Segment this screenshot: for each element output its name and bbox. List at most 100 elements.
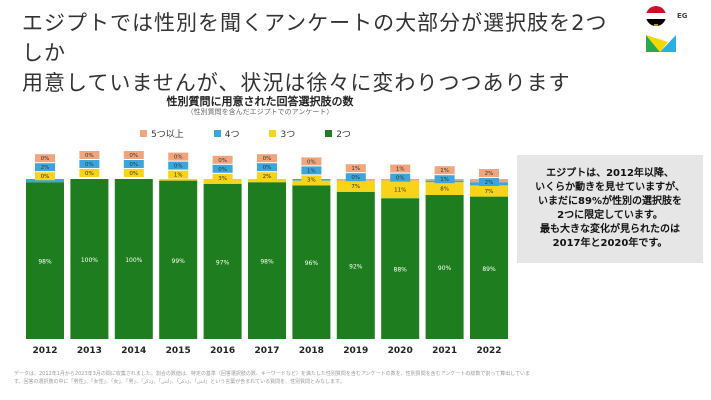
x-tick-label: 2018 xyxy=(299,346,324,356)
callout-line: いまだに89%が性別の選択肢を xyxy=(538,196,682,207)
data-label: 1% xyxy=(351,166,360,172)
data-label: 0% xyxy=(263,156,272,162)
data-label: 11% xyxy=(394,187,406,193)
legend-swatch xyxy=(213,130,221,137)
data-label: 92% xyxy=(349,263,363,270)
legend: 5つ以上 4つ 3つ 2つ xyxy=(140,130,351,141)
data-label-box xyxy=(168,161,189,170)
data-label: 1% xyxy=(440,177,449,183)
data-label-box xyxy=(301,157,322,166)
x-tick-label: 2019 xyxy=(343,346,368,356)
chart-title: 性別質問に用意された回答選択肢の数 xyxy=(166,95,354,108)
data-label: 3% xyxy=(307,177,316,183)
callout-box: エジプトは、2012年以降、 いくらか動きを見せていますが、 いまだに89%が性… xyxy=(517,155,703,263)
x-tick-label: 2016 xyxy=(210,346,235,356)
x-tick-label: 2017 xyxy=(254,346,279,356)
data-label: 2% xyxy=(485,171,494,177)
data-label-box xyxy=(123,169,144,177)
data-label-box xyxy=(390,185,411,194)
data-label-box xyxy=(390,173,411,182)
x-tick-label: 2022 xyxy=(476,346,501,356)
data-label: 0% xyxy=(129,162,138,168)
legend-swatch xyxy=(140,130,147,137)
bar-segment xyxy=(292,185,331,339)
data-label-box xyxy=(79,169,100,177)
data-label-box xyxy=(123,160,144,168)
bar-segment xyxy=(203,183,242,339)
data-label-box xyxy=(123,151,144,159)
legend-label: 4つ xyxy=(224,130,240,140)
data-label-box xyxy=(345,173,366,182)
data-label-box xyxy=(434,166,455,175)
data-label: 0% xyxy=(307,159,316,165)
data-label: 0% xyxy=(174,164,183,170)
bar-segment xyxy=(70,179,109,339)
bar-segment xyxy=(336,191,375,339)
data-label: 1% xyxy=(396,167,405,173)
legend-label: 5つ以上 xyxy=(151,130,184,140)
data-label-box xyxy=(35,172,55,181)
callout-line: 2017年と2020年です。 xyxy=(552,238,668,249)
data-label-box xyxy=(390,164,411,173)
data-label: 0% xyxy=(396,176,405,182)
data-label: 0% xyxy=(263,165,272,171)
callout-line: いくらか動きを見せていますが、 xyxy=(535,182,685,193)
data-label: 100% xyxy=(81,257,98,264)
x-tick-label: 2014 xyxy=(121,346,146,356)
bar-segment xyxy=(26,182,64,339)
legend-item: 4つ xyxy=(213,130,240,141)
data-label-box xyxy=(168,170,189,179)
data-label-box xyxy=(479,178,499,186)
callout-line: 2つに限定しています。 xyxy=(557,210,663,221)
data-label: 97% xyxy=(216,259,230,266)
x-tick-label: 2021 xyxy=(432,346,457,356)
data-label-box xyxy=(168,152,189,161)
data-label-box xyxy=(79,160,100,168)
title-line-2: 用意していませんが、状況は徐々に変わりつつあります xyxy=(22,71,571,95)
callout-line: エジプトは、2012年以降、 xyxy=(546,168,674,179)
data-label: 0% xyxy=(218,158,227,164)
data-label-box xyxy=(257,154,277,163)
data-label-box xyxy=(35,154,55,163)
bar-segment xyxy=(425,195,464,339)
legend-label: 2つ xyxy=(336,130,351,140)
data-label: 0% xyxy=(41,174,50,180)
data-label: 100% xyxy=(125,257,142,264)
data-label-box xyxy=(479,169,499,177)
data-label-box xyxy=(35,163,55,172)
data-label: 3% xyxy=(218,176,227,182)
data-label-box xyxy=(345,164,366,173)
data-label-box xyxy=(212,173,233,182)
x-tick-label: 2012 xyxy=(32,346,57,356)
country-code: EG xyxy=(677,12,688,20)
data-label: 0% xyxy=(129,171,138,177)
data-label-box xyxy=(212,155,233,164)
bar-segment xyxy=(114,179,153,339)
data-label: 88% xyxy=(394,267,408,274)
callout-line: 最も大きな変化が見られたのは xyxy=(540,224,680,235)
x-tick-label: 2020 xyxy=(388,346,413,356)
stacked-bar-chart: 98% 0% 2% 0% 2012 100% 0% 0% 0% 2013 100% 0% 0% 0% 201… xyxy=(26,151,508,356)
data-label: 2% xyxy=(263,174,272,180)
data-label: 1% xyxy=(174,173,183,179)
footnote: データは、2012年1月から2023年3月の間に収集されました。割合の数値は、特… xyxy=(14,371,531,385)
data-label: 7% xyxy=(351,184,360,190)
data-label: 0% xyxy=(85,153,94,159)
data-label-box xyxy=(434,175,455,184)
data-label: 99% xyxy=(172,258,186,265)
data-label: 7% xyxy=(485,189,494,195)
bar-segment xyxy=(248,182,286,339)
chart-subtitle: （性別質問を含んだエジプトでのアンケート） xyxy=(186,108,334,116)
data-label: 0% xyxy=(85,171,94,177)
page-title: エジプトでは性別を聞くアンケートの大部分が選択肢を2つしか 用意していませんが、状… xyxy=(22,8,622,98)
data-label: 2% xyxy=(485,180,494,186)
data-label-box xyxy=(434,184,455,193)
data-label-box xyxy=(212,164,233,173)
bar-segment xyxy=(26,179,64,183)
x-tick-label: 2013 xyxy=(77,346,102,356)
data-label: 0% xyxy=(174,155,183,161)
data-label-box xyxy=(257,172,277,181)
data-label-box xyxy=(257,163,277,172)
data-label: 0% xyxy=(85,162,94,168)
data-label: 8% xyxy=(440,187,449,193)
